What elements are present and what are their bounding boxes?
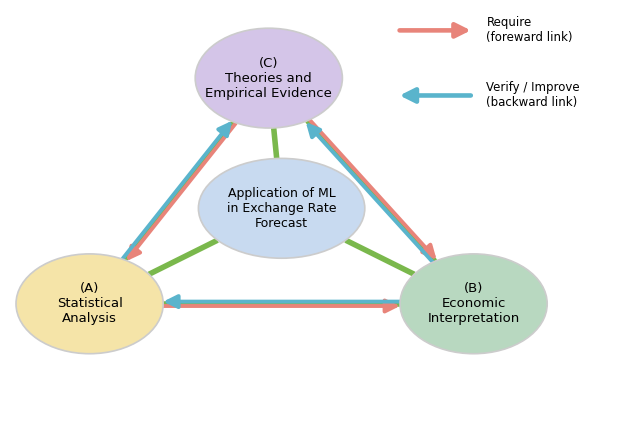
- Text: (B)
Economic
Interpretation: (B) Economic Interpretation: [428, 282, 520, 326]
- Text: Application of ML
in Exchange Rate
Forecast: Application of ML in Exchange Rate Forec…: [227, 187, 337, 230]
- Text: (C)
Theories and
Empirical Evidence: (C) Theories and Empirical Evidence: [205, 56, 332, 100]
- Ellipse shape: [195, 28, 342, 128]
- Ellipse shape: [400, 254, 547, 354]
- Ellipse shape: [198, 158, 365, 258]
- Text: (A)
Statistical
Analysis: (A) Statistical Analysis: [57, 282, 122, 326]
- Ellipse shape: [16, 254, 163, 354]
- Text: Require
(foreward link): Require (foreward link): [486, 16, 573, 44]
- Text: Verify / Improve
(backward link): Verify / Improve (backward link): [486, 82, 580, 109]
